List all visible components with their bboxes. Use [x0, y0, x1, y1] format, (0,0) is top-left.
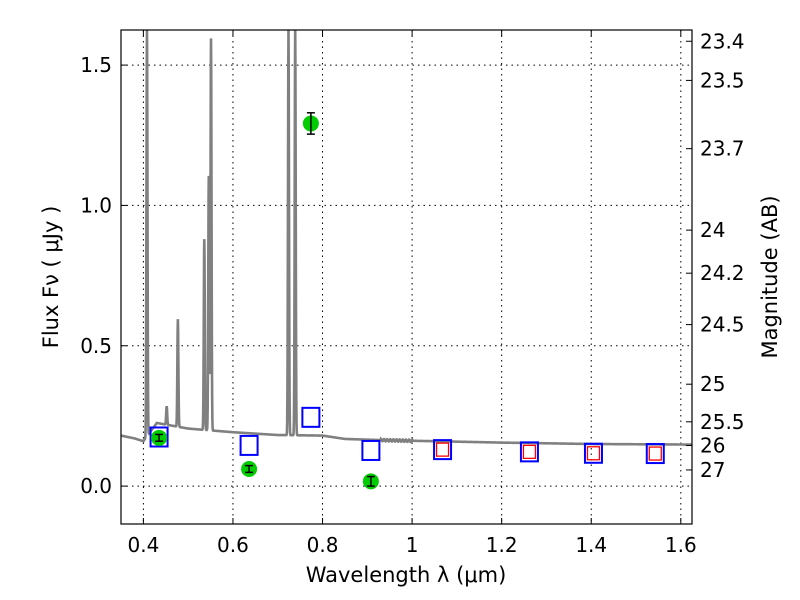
mag-tick-label: 23.7 — [700, 137, 745, 161]
x-axis-label: Wavelength λ (μm) — [306, 563, 507, 587]
mag-tick-label: 24 — [700, 218, 725, 242]
model-square — [519, 441, 539, 463]
x-tick-labels: 0.4 0.6 0.8 1 1.2 1.4 1.6 — [127, 533, 696, 557]
y-tick-label: 1.5 — [80, 53, 112, 77]
y2-axis-label: Magnitude (AB) — [758, 195, 782, 358]
model-photometry-series — [149, 406, 665, 465]
observed-photometry-series — [151, 112, 379, 490]
inner-square — [435, 442, 450, 457]
mag-tick-label: 25 — [700, 372, 725, 396]
model-square — [239, 434, 259, 456]
inner-square — [586, 446, 601, 461]
model-square — [645, 443, 665, 465]
y-axis-label: Flux Fν ( μJy ) — [39, 206, 63, 349]
inner-square — [648, 446, 662, 461]
model-square — [433, 439, 453, 461]
x-tick-label: 0.4 — [127, 533, 159, 557]
y-tick-label: 1.0 — [80, 193, 112, 217]
x-tick-label: 0.6 — [217, 533, 249, 557]
spectrum — [120, 29, 692, 446]
plot-frame — [120, 29, 693, 525]
spectrum-line — [120, 29, 692, 446]
y-tick-labels: 0.0 0.5 1.0 1.5 — [80, 53, 112, 498]
mag-tick-label: 26 — [700, 434, 725, 458]
x-tick-label: 1.6 — [665, 533, 697, 557]
model-square — [583, 442, 603, 464]
x-tick-label: 1.4 — [575, 533, 607, 557]
mag-tick-label: 24.5 — [700, 313, 745, 337]
axis-ticks — [121, 30, 692, 524]
mag-tick-label: 23.4 — [700, 29, 745, 53]
x-tick-label: 1 — [406, 533, 419, 557]
mag-tick-label: 23.5 — [700, 68, 745, 92]
mag-tick-label: 27 — [700, 458, 725, 482]
model-square — [361, 439, 381, 461]
y-tick-label: 0.5 — [80, 334, 112, 358]
inner-square — [522, 444, 537, 460]
mag-tick-label: 24.2 — [700, 261, 745, 285]
model-square — [149, 426, 169, 448]
grid — [121, 30, 692, 524]
mag-tick-label: 25.5 — [700, 410, 745, 434]
x-tick-label: 0.8 — [307, 533, 339, 557]
x-tick-label: 1.2 — [486, 533, 518, 557]
y-tick-label: 0.0 — [80, 474, 112, 498]
model-square — [301, 406, 321, 428]
